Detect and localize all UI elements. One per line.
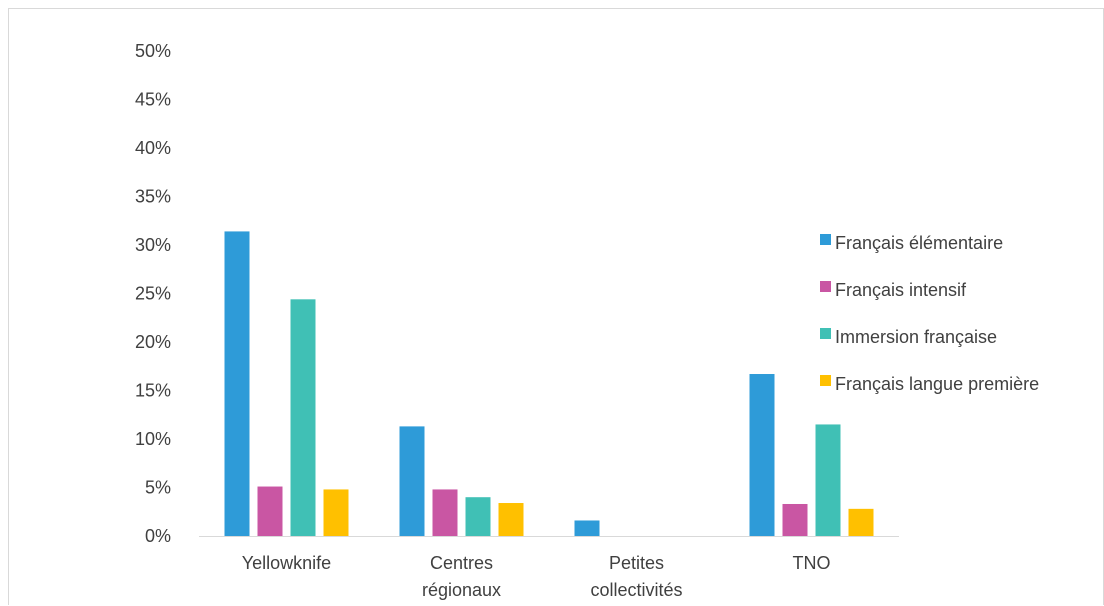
bar	[848, 508, 874, 536]
y-tick-label: 50%	[135, 41, 171, 61]
bar	[290, 299, 316, 536]
y-tick-label: 35%	[135, 187, 171, 207]
y-tick-label: 15%	[135, 381, 171, 401]
x-tick-label: régionaux	[422, 580, 501, 600]
bar	[323, 489, 349, 536]
y-tick-label: 0%	[145, 526, 171, 546]
bar	[782, 503, 808, 536]
legend-entry: Français langue première	[835, 374, 1039, 394]
y-tick-label: 10%	[135, 429, 171, 449]
bar	[465, 497, 491, 536]
y-tick-label: 45%	[135, 90, 171, 110]
bar	[399, 426, 425, 536]
x-tick-label: TNO	[793, 553, 831, 573]
bar	[498, 503, 524, 536]
y-tick-label: 5%	[145, 478, 171, 498]
chart-frame: 0% 5% 10% 15% 20% 25% 30% 35% 40% 45% 50% Yellowkni…	[8, 8, 1104, 605]
y-tick-label: 30%	[135, 235, 171, 255]
bar	[257, 486, 283, 536]
x-tick-label: Petites	[609, 553, 664, 573]
legend-entry: Immersion française	[835, 327, 997, 347]
bar-chart: 0% 5% 10% 15% 20% 25% 30% 35% 40% 45% 50% Yellowkni…	[135, 41, 1039, 600]
y-tick-label: 40%	[135, 138, 171, 158]
bar	[749, 374, 775, 536]
y-tick-label: 25%	[135, 284, 171, 304]
legend-swatch	[820, 375, 831, 386]
legend-swatch	[820, 281, 831, 292]
bar	[815, 424, 841, 536]
x-tick-label: collectivités	[590, 580, 682, 600]
legend-swatch	[820, 234, 831, 245]
bar	[224, 231, 250, 537]
x-tick-label: Yellowknife	[242, 553, 331, 573]
bar	[574, 520, 600, 536]
legend-entry: Français élémentaire	[835, 233, 1003, 253]
bar	[432, 489, 458, 536]
x-tick-label: Centres	[430, 553, 493, 573]
y-tick-label: 20%	[135, 332, 171, 352]
legend-entry: Français intensif	[835, 280, 967, 300]
legend-swatch	[820, 328, 831, 339]
